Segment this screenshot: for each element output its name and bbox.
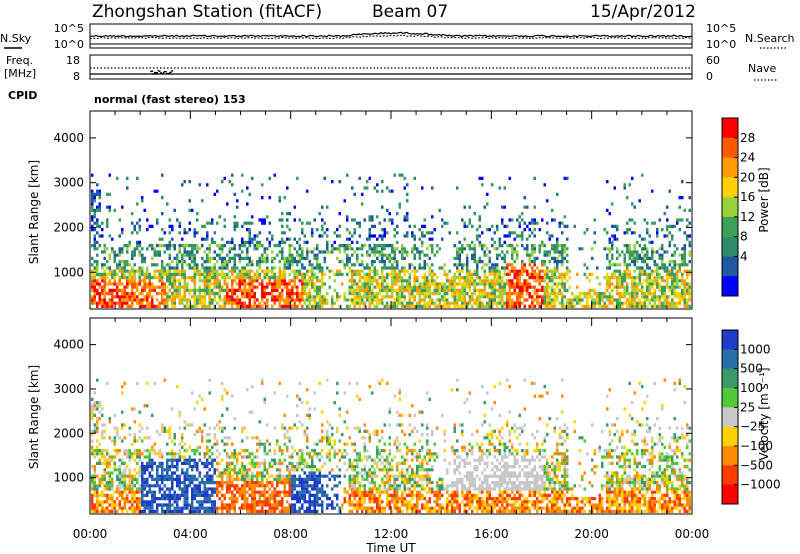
velocity-colorbar: 1000 500 100 25 −25 −100 −500 −1000 bbox=[721, 329, 781, 505]
power-colorbar-frame bbox=[721, 117, 739, 297]
power-colorbar-swatch bbox=[722, 137, 738, 158]
time-tick-label: 04:00 bbox=[173, 527, 208, 541]
velocity-colorbar-label: Velocity [m s⁻¹] bbox=[757, 367, 771, 460]
time-tick-label: 00:00 bbox=[73, 527, 108, 541]
power-colorbar-label: Power [dB] bbox=[757, 167, 771, 232]
velocity-colorbar-tick-label: 1000 bbox=[740, 342, 771, 356]
velocity-colorbar-swatch bbox=[722, 465, 738, 485]
power-cells-color-7 bbox=[91, 173, 691, 270]
freq-tick-high: 18 bbox=[66, 54, 80, 67]
noise-search-label: N.Search bbox=[745, 32, 795, 45]
velocity-heatmap bbox=[91, 378, 691, 513]
power-ytick-label: 2000 bbox=[53, 220, 84, 234]
freq-panel-frame bbox=[89, 54, 693, 80]
time-axis: 00:00 04:00 08:00 12:00 16:00 20:00 00:00 bbox=[73, 527, 710, 541]
velocity-colorbar-tick-label: −500 bbox=[740, 458, 773, 472]
noise-sky-label: N.Sky bbox=[0, 32, 32, 45]
velocity-colorbar-swatch bbox=[722, 388, 738, 408]
nave-tick-high: 60 bbox=[706, 54, 720, 67]
power-ytick-label: 3000 bbox=[53, 176, 84, 190]
power-colorbar-tick-label: 24 bbox=[740, 151, 755, 165]
noise-right-tick-high: 10^5 bbox=[706, 22, 736, 35]
power-y-label: Slant Range [km] bbox=[27, 160, 41, 264]
noise-left-tick-high: 10^5 bbox=[54, 22, 84, 35]
power-colorbar-swatch bbox=[722, 276, 738, 297]
time-tick-label: 00:00 bbox=[675, 527, 710, 541]
power-colorbar-tick-label: 8 bbox=[740, 230, 748, 244]
velocity-colorbar-frame bbox=[721, 329, 739, 505]
velocity-colorbar-tick-label: −1000 bbox=[740, 478, 781, 492]
velocity-ytick-label: 2000 bbox=[53, 426, 84, 440]
power-ytick-label: 1000 bbox=[53, 265, 84, 279]
velocity-cells-color-4 bbox=[91, 378, 689, 491]
nave-tick-low: 0 bbox=[706, 70, 713, 83]
date-label: 15/Apr/2012 bbox=[590, 2, 696, 22]
velocity-cells-color-0 bbox=[141, 458, 341, 513]
power-colorbar-tick-label: 12 bbox=[740, 210, 755, 224]
velocity-colorbar-swatch bbox=[722, 368, 738, 389]
velocity-cells-color-1 bbox=[141, 458, 341, 513]
noise-right-tick-low: 10^0 bbox=[706, 38, 736, 51]
time-tick-label: 08:00 bbox=[273, 527, 308, 541]
velocity-axes: 4000 3000 2000 1000 bbox=[53, 318, 693, 514]
noise-sky-trace bbox=[90, 31, 693, 38]
velocity-cells-color-7 bbox=[91, 481, 691, 513]
velocity-colorbar-swatch bbox=[722, 349, 738, 369]
time-tick-label: 12:00 bbox=[374, 527, 409, 541]
power-cells-color-5 bbox=[91, 173, 691, 308]
power-heatmap bbox=[91, 173, 691, 308]
velocity-colorbar-tick-label: −25 bbox=[740, 420, 765, 434]
freq-traces bbox=[90, 67, 692, 75]
power-colorbar: 28 24 20 16 12 8 4 bbox=[721, 117, 755, 297]
freq-label-2: [MHz] bbox=[4, 67, 36, 80]
nave-label: Nave bbox=[748, 62, 776, 75]
power-colorbar-swatch bbox=[722, 216, 738, 237]
cpid-label: CPID bbox=[8, 89, 37, 102]
beam-label: Beam 07 bbox=[372, 2, 448, 22]
noise-traces bbox=[89, 31, 693, 45]
power-colorbar-swatch bbox=[722, 177, 738, 198]
time-tick-label: 20:00 bbox=[574, 527, 609, 541]
velocity-colorbar-swatch bbox=[722, 407, 738, 427]
velocity-colorbar-swatch bbox=[722, 484, 738, 505]
power-colorbar-swatch bbox=[722, 118, 738, 139]
freq-label-1: Freq. bbox=[6, 54, 33, 67]
velocity-colorbar-tick-label: 25 bbox=[740, 400, 755, 414]
freq-tick-low: 8 bbox=[73, 70, 80, 83]
time-axis-label: Time UT bbox=[365, 541, 416, 554]
velocity-colorbar-swatch bbox=[722, 330, 738, 350]
velocity-colorbar-swatch bbox=[722, 426, 738, 447]
velocity-ytick-label: 1000 bbox=[53, 471, 84, 485]
velocity-y-label: Slant Range [km] bbox=[27, 365, 41, 469]
freq-dip-marks bbox=[150, 69, 173, 75]
velocity-ytick-label: 4000 bbox=[53, 338, 84, 352]
power-ytick-label: 4000 bbox=[53, 131, 84, 145]
velocity-colorbar-tick-label: 500 bbox=[740, 362, 763, 376]
cpid-value: normal (fast stereo) 153 bbox=[94, 93, 246, 106]
power-colorbar-tick-label: 20 bbox=[740, 170, 755, 184]
power-colorbar-swatch bbox=[722, 197, 738, 218]
velocity-colorbar-tick-label: 100 bbox=[740, 381, 763, 395]
velocity-ytick-label: 3000 bbox=[53, 382, 84, 396]
power-colorbar-swatch bbox=[722, 236, 738, 257]
velocity-colorbar-swatch bbox=[722, 446, 738, 466]
power-colorbar-tick-label: 16 bbox=[740, 190, 755, 204]
noise-left-tick-low: 10^0 bbox=[54, 38, 84, 51]
time-tick-label: 16:00 bbox=[474, 527, 509, 541]
noise-search-trace bbox=[89, 34, 693, 40]
power-axes: 4000 3000 2000 1000 bbox=[53, 111, 693, 309]
velocity-colorbar-tick-label: −100 bbox=[740, 439, 773, 453]
station-title: Zhongshan Station (fitACF) bbox=[92, 2, 322, 22]
power-colorbar-swatch bbox=[722, 256, 738, 277]
velocity-cells-color-5 bbox=[91, 378, 691, 513]
power-colorbar-tick-label: 4 bbox=[740, 249, 748, 263]
power-colorbar-swatch bbox=[722, 157, 738, 178]
power-colorbar-tick-label: 28 bbox=[740, 131, 755, 145]
